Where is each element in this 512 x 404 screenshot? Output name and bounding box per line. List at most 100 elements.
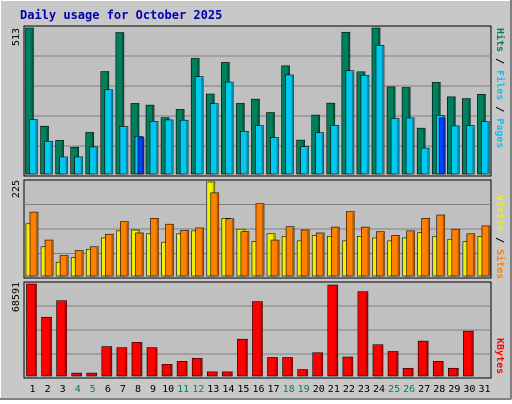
day-label: 24 (373, 384, 385, 395)
sites-bar-shade (472, 234, 475, 276)
kbytes-bar-shade (200, 359, 203, 376)
kbytes-bar-shade (426, 342, 429, 376)
files-bar-shade (487, 122, 490, 174)
day-label: 30 (463, 384, 475, 395)
day-label: 10 (162, 384, 174, 395)
sites-bar-shade (81, 251, 84, 276)
kbytes-bar-shade (139, 343, 142, 376)
sites-bar-shade (201, 228, 204, 276)
kbytes-bar-shade (380, 345, 383, 376)
day-label: 16 (252, 384, 264, 395)
kbytes-bar-shade (185, 362, 188, 376)
day-label: 11 (177, 384, 189, 395)
kbytes-bar-shade (411, 369, 414, 376)
hits-bar-shade (121, 33, 124, 175)
sites-bar-shade (337, 228, 340, 276)
sites-bar-shade (96, 247, 99, 276)
legend-sep-1: / (494, 52, 505, 70)
visitors-legend: Visits / Sites (494, 195, 506, 279)
day-label: 22 (343, 384, 355, 395)
panel-requests (23, 25, 492, 177)
sites-bar-shade (171, 225, 174, 276)
legend-hits: Hits (494, 28, 506, 52)
sites-bar-shade (367, 228, 370, 276)
requests-legend: Hits / Files / Pages (494, 28, 506, 148)
files-bar-shade (306, 147, 309, 174)
kbytes-bar-shade (456, 369, 459, 376)
sites-bar-shade (292, 227, 295, 276)
legend-sep-2: / (494, 100, 505, 118)
requests-max-label: 513 (11, 28, 22, 46)
day-label: 5 (90, 384, 96, 395)
files-bar-shade (472, 126, 475, 174)
day-label: 29 (448, 384, 460, 395)
files-bar-shade (321, 133, 324, 174)
files-bar-shade (366, 76, 369, 174)
files-bar-shade (246, 132, 249, 174)
legend-visits: Visits (494, 195, 506, 231)
kbytes-bar-shade (441, 362, 444, 376)
files-bar-shade (261, 126, 264, 174)
files-bar-shade (156, 122, 159, 174)
kbytes-bar-shade (320, 353, 323, 376)
files-bar-shade (65, 157, 68, 174)
files-bar-shade (35, 120, 38, 174)
sites-bar-shade (246, 232, 249, 276)
day-label: 7 (120, 384, 126, 395)
day-label: 13 (207, 384, 219, 395)
day-labels: 1 2 3 4 5 6 7 8 9 10 11 12 13 14 15 16 17 18 19 20 21 22 23 24 2… (30, 384, 491, 395)
hits-bar-shade (31, 29, 34, 174)
kbytes-bar-shade (34, 285, 37, 376)
files-bar-shade (457, 126, 460, 174)
day-label: 12 (192, 384, 204, 395)
sites-bar-shade (277, 241, 280, 276)
chart-title: Daily usage for October 2025 (20, 8, 222, 22)
day-label: 15 (237, 384, 249, 395)
day-label: 18 (283, 384, 295, 395)
sites-bar-shade (156, 219, 159, 276)
sites-bar-shade (66, 256, 69, 276)
day-label: 3 (60, 384, 66, 395)
panels (23, 25, 492, 379)
files-bar-shade (125, 127, 128, 174)
files-bar-shade (427, 149, 430, 174)
day-label: 26 (403, 384, 415, 395)
sites-bar-shade (382, 232, 385, 276)
files-bar-shade (171, 120, 174, 174)
kbytes-bar-shade (64, 301, 67, 376)
files-bar-shade (231, 83, 234, 174)
kbytes-bar-shade (109, 347, 112, 376)
legend-kbytes: KBytes (494, 338, 505, 374)
kbytes-bar-shade (260, 302, 263, 376)
sites-bar-shade (307, 231, 310, 276)
day-label: 2 (45, 384, 51, 395)
day-label: 27 (418, 384, 430, 395)
legend-files: Files (494, 70, 506, 100)
files-bar-shade (351, 71, 354, 174)
kbytes-bar-shade (94, 374, 97, 376)
files-bar-shade (336, 126, 339, 174)
files-bar-shade (80, 157, 83, 174)
sites-bar-shade (427, 219, 430, 276)
sites-bar-shade (231, 219, 234, 276)
kbytes-bar-shade (79, 374, 82, 376)
sites-bar-shade (442, 216, 445, 276)
files-bar-shade (276, 138, 279, 174)
kbytes-bar-shade (290, 358, 293, 376)
sites-bar-shade (51, 241, 54, 276)
files-bar-shade (291, 75, 294, 174)
files-bar-shade (95, 147, 98, 174)
kbytes-bar-shade (170, 365, 173, 376)
sites-bar-shade (111, 235, 114, 276)
sites-bar-shade (261, 204, 264, 276)
files-bar-shade (110, 90, 113, 174)
sites-bar-shade (412, 231, 415, 276)
day-label: 1 (30, 384, 36, 395)
kbytes-bar-shade (471, 332, 474, 376)
kbytes-bar-shade (245, 340, 248, 376)
kbytes-max-label: 68591 (11, 282, 22, 312)
day-label: 23 (358, 384, 370, 395)
day-label: 19 (298, 384, 310, 395)
kbytes-bar-shade (305, 370, 308, 376)
kbytes-bar-shade (275, 358, 278, 376)
